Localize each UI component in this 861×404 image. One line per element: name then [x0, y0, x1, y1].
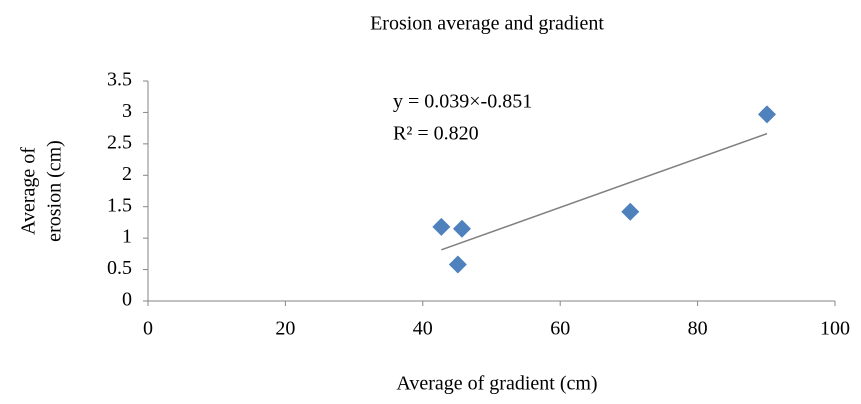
y-tick-label: 3	[122, 100, 132, 122]
y-axis-title: Average of	[18, 147, 40, 235]
x-axis-title: Average of gradient (cm)	[396, 373, 597, 395]
point	[452, 219, 471, 238]
y-tick-label: 1.5	[107, 194, 132, 216]
x-tick-label: 0	[143, 318, 153, 340]
x-tick-label: 100	[820, 318, 850, 340]
y-axis-title: erosion (cm)	[44, 140, 66, 242]
point	[448, 255, 467, 274]
x-tick-label: 20	[275, 318, 295, 340]
y-tick-label: 3.5	[107, 69, 132, 91]
y-tick-label: 0.5	[107, 257, 132, 279]
point	[432, 217, 451, 236]
trendline-equation: y = 0.039×-0.851	[393, 91, 532, 113]
x-tick-label: 80	[688, 318, 708, 340]
point	[757, 105, 776, 124]
x-tick-label: 60	[550, 318, 570, 340]
chart-title: Erosion average and gradient	[370, 13, 604, 35]
x-tick-label: 40	[413, 318, 433, 340]
y-tick-label: 1	[122, 226, 132, 248]
y-tick-label: 2	[122, 163, 132, 185]
y-tick-label: 2.5	[107, 131, 132, 153]
trendline-r2: R² = 0.820	[393, 123, 479, 145]
point	[621, 202, 640, 221]
y-tick-label: 0	[122, 289, 132, 311]
trendline	[441, 132, 768, 251]
